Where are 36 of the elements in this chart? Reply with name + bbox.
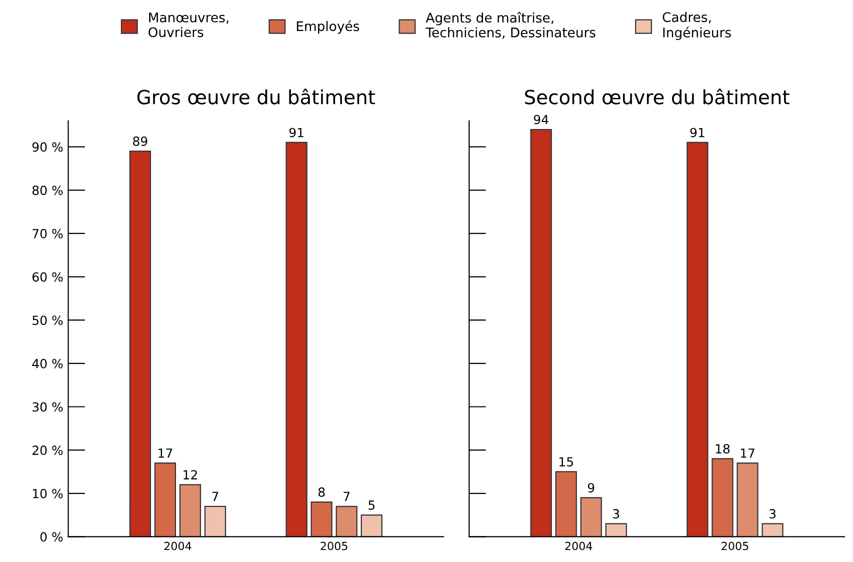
data-label: 8 (318, 487, 325, 497)
data-label: 17 (740, 448, 754, 458)
data-label: 5 (368, 500, 375, 510)
data-label: 7 (344, 492, 350, 502)
chart-title: Second œuvre du bâtiment (525, 88, 790, 104)
data-label: 12 (184, 470, 197, 480)
legend-label: Cadres, Ingénieurs (662, 12, 731, 40)
data-label: 15 (560, 457, 573, 467)
data-label: 91 (289, 128, 304, 138)
chart-title: Gros œuvre du bâtiment (137, 88, 376, 104)
y-tick-label: 60 % (32, 272, 63, 282)
x-tick-label: 2004 (565, 542, 592, 550)
y-tick-label: 40 % (32, 358, 63, 368)
y-tick-label: 20 % (32, 446, 63, 455)
y-tick-label: 80 % (32, 186, 63, 196)
data-label: 18 (716, 444, 730, 454)
data-label: 3 (770, 509, 776, 519)
legend-label: Agents de maîtrise, Techniciens, Dessinateurs (426, 12, 596, 39)
x-tick-label: 2004 (164, 542, 192, 550)
data-label: 17 (158, 448, 172, 458)
x-tick-label: 2005 (320, 542, 348, 550)
legend-label: Employés (296, 20, 360, 34)
data-label: 89 (133, 136, 148, 146)
data-label: 91 (690, 128, 704, 138)
y-tick-label: 70 % (32, 228, 63, 238)
data-label: 7 (212, 492, 218, 502)
y-tick-label: 10 % (32, 488, 63, 498)
data-label: 3 (613, 509, 620, 519)
y-tick-label: 30 % (32, 402, 63, 412)
data-label: 9 (588, 483, 594, 493)
y-tick-label: 0 % (40, 532, 63, 542)
x-tick-label: 2005 (722, 542, 748, 550)
y-tick-label: 50 % (32, 316, 63, 326)
y-tick-label: 90 % (32, 142, 63, 152)
legend-label: Manœuvres, Ouvriers (148, 12, 228, 38)
data-label: 94 (534, 114, 548, 124)
